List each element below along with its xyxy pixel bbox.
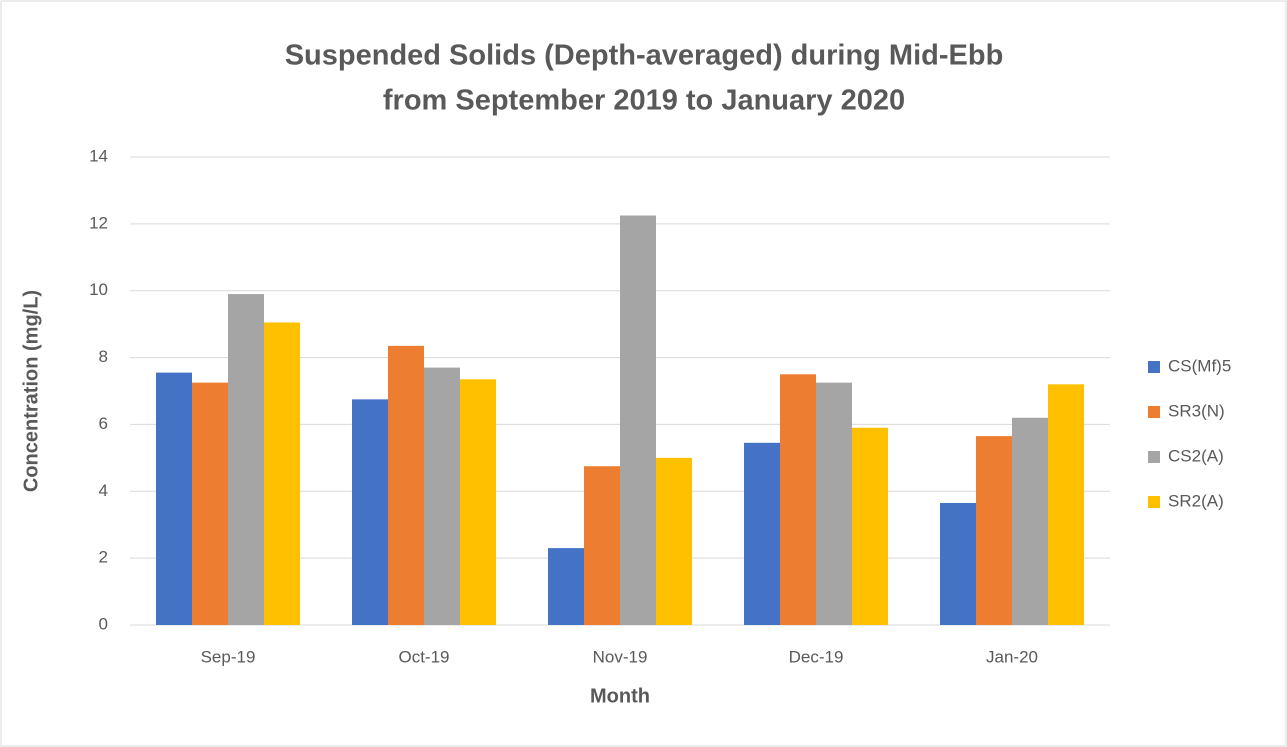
bar <box>156 372 192 625</box>
legend-label: SR2(A) <box>1168 491 1224 510</box>
y-tick-label: 2 <box>99 548 108 567</box>
bar <box>548 548 584 625</box>
y-tick-label: 12 <box>89 213 108 232</box>
legend-swatch <box>1148 496 1160 508</box>
legend-swatch <box>1148 451 1160 463</box>
y-tick-label: 6 <box>99 414 108 433</box>
bar <box>816 382 852 625</box>
y-tick-label: 0 <box>99 614 108 633</box>
bar <box>584 466 620 625</box>
x-tick-label: Sep-19 <box>201 647 256 666</box>
y-tick-label: 4 <box>99 481 108 500</box>
bar <box>744 442 780 625</box>
legend-swatch <box>1148 361 1160 373</box>
bar <box>940 502 976 625</box>
bar <box>656 457 692 625</box>
bar <box>352 399 388 625</box>
bar <box>976 436 1012 625</box>
bar <box>620 215 656 625</box>
y-axis-title: Concentration (mg/L) <box>20 290 42 492</box>
legend-label: CS(Mf)5 <box>1168 356 1231 375</box>
y-tick-label: 8 <box>99 347 108 366</box>
x-tick-label: Nov-19 <box>593 647 648 666</box>
x-tick-label: Dec-19 <box>789 647 844 666</box>
y-tick-label: 10 <box>89 280 108 299</box>
chart-title: Suspended Solids (Depth-averaged) during… <box>285 40 1004 72</box>
bar <box>460 379 496 625</box>
bar <box>228 294 264 625</box>
legend-label: SR3(N) <box>1168 401 1225 420</box>
bar <box>780 374 816 625</box>
y-tick-label: 14 <box>89 146 108 165</box>
x-axis-title: Month <box>590 685 650 707</box>
bar <box>1012 417 1048 625</box>
bar <box>264 322 300 625</box>
bar <box>852 427 888 625</box>
bar <box>424 367 460 625</box>
bar <box>1048 384 1084 625</box>
bar <box>388 345 424 625</box>
legend-label: CS2(A) <box>1168 446 1224 465</box>
x-tick-label: Jan-20 <box>986 647 1038 666</box>
chart-title: from September 2019 to January 2020 <box>383 85 905 117</box>
legend-swatch <box>1148 406 1160 418</box>
bar <box>192 382 228 625</box>
x-tick-label: Oct-19 <box>398 647 449 666</box>
